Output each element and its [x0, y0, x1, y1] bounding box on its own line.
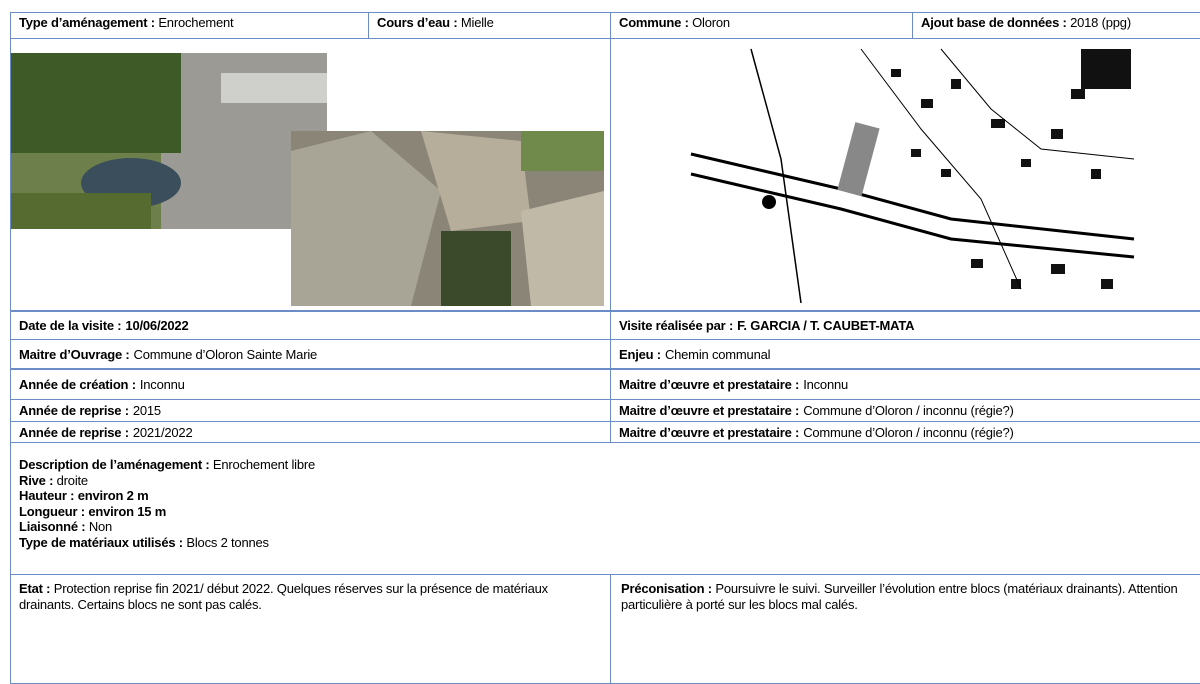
value: Non	[88, 519, 113, 534]
label: Commune :	[619, 15, 689, 30]
value: droite	[56, 472, 89, 488]
value: 2021/2022	[132, 424, 193, 440]
label: Cours d’eau :	[377, 15, 458, 30]
label: Maitre d’Ouvrage :	[19, 347, 130, 362]
value: Enrochement	[158, 15, 234, 30]
info-cell: Maitre d’œuvre et prestataire : Inconnu	[610, 368, 1200, 400]
label: Année de reprise :	[19, 424, 129, 440]
info-cell: Maitre d’Ouvrage : Commune d’Oloron Saint…	[10, 339, 611, 370]
value: Enrochement libre	[212, 457, 316, 472]
header-cell: Ajout base de données : 2018 (ppg)	[912, 12, 1200, 39]
info-cell: Maitre d’œuvre et prestataire : Commune d…	[610, 399, 1200, 422]
photo-cell	[10, 38, 611, 312]
value: Inconnu	[139, 376, 185, 392]
info-cell: Enjeu : Chemin communal	[610, 339, 1200, 370]
label: Maitre d’œuvre et prestataire :	[619, 424, 800, 440]
value: 2015	[132, 403, 161, 418]
info-cell: Visite réalisée par : F. GARCIA / T. CAUB…	[610, 310, 1200, 340]
label: Longueur :	[19, 503, 85, 519]
label: Enjeu :	[619, 347, 661, 362]
label: Type de matériaux utilisés :	[19, 534, 183, 550]
recommendation: Préconisation : Poursuivre le suivi. Sur…	[610, 574, 1200, 684]
label: Ajout base de données :	[921, 15, 1067, 30]
map-cell	[610, 38, 1200, 312]
value: Commune d’Oloron / inconnu (régie?)	[803, 424, 1014, 440]
header-cell: Cours d’eau : Mielle	[368, 12, 611, 39]
info-cell: Année de reprise :2015	[10, 399, 611, 422]
value: F. GARCIA / T. CAUBET-MATA	[737, 317, 915, 333]
value: environ 15 m	[88, 503, 167, 519]
label: Année de reprise :	[19, 403, 129, 418]
label: Type d’aménagement :	[19, 15, 155, 30]
value: Inconnu	[803, 376, 849, 392]
photo-1	[11, 53, 327, 229]
label: Etat :	[19, 581, 51, 596]
label: Hauteur :	[19, 488, 75, 503]
value: Commune d’Oloron / inconnu (régie?)	[803, 403, 1014, 418]
map	[690, 48, 1135, 304]
label: Maitre d’œuvre et prestataire :	[619, 403, 800, 418]
state: Etat : Protection reprise fin 2021/ débu…	[10, 574, 611, 684]
info-cell: Date de la visite :10/06/2022	[10, 310, 611, 340]
info-cell: Année de reprise :2021/2022	[10, 421, 611, 443]
info-cell: Maitre d’œuvre et prestataire : Commune d…	[610, 421, 1200, 443]
info-cell: Année de création : Inconnu	[10, 368, 611, 400]
photos	[11, 53, 604, 306]
value: Poursuivre le suivi. Surveiller l’évolut…	[621, 581, 1178, 612]
label: Maitre d’œuvre et prestataire :	[619, 376, 800, 392]
label: Liaisonné :	[19, 519, 86, 534]
label: Année de création :	[19, 376, 136, 392]
label: Préconisation :	[621, 581, 712, 596]
label: Rive :	[19, 472, 54, 488]
description: Description de l’aménagement : Enrocheme…	[10, 442, 1200, 575]
value: 10/06/2022	[125, 317, 189, 333]
value: Oloron	[692, 15, 730, 30]
photo-2	[291, 131, 604, 306]
value: Protection reprise fin 2021/ début 2022.…	[19, 581, 548, 612]
value: Mielle	[460, 15, 494, 30]
value: Blocs 2 tonnes	[186, 534, 269, 550]
header-cell: Commune : Oloron	[610, 12, 913, 39]
value: Chemin communal	[664, 347, 771, 362]
label: Visite réalisée par :	[619, 317, 734, 333]
header-cell: Type d’aménagement : Enrochement	[10, 12, 369, 39]
value: Commune d’Oloron Sainte Marie	[133, 347, 318, 362]
value: environ 2 m	[77, 488, 149, 503]
label: Description de l’aménagement :	[19, 457, 210, 472]
value: 2018 (ppg)	[1070, 15, 1131, 30]
label: Date de la visite :	[19, 317, 122, 333]
